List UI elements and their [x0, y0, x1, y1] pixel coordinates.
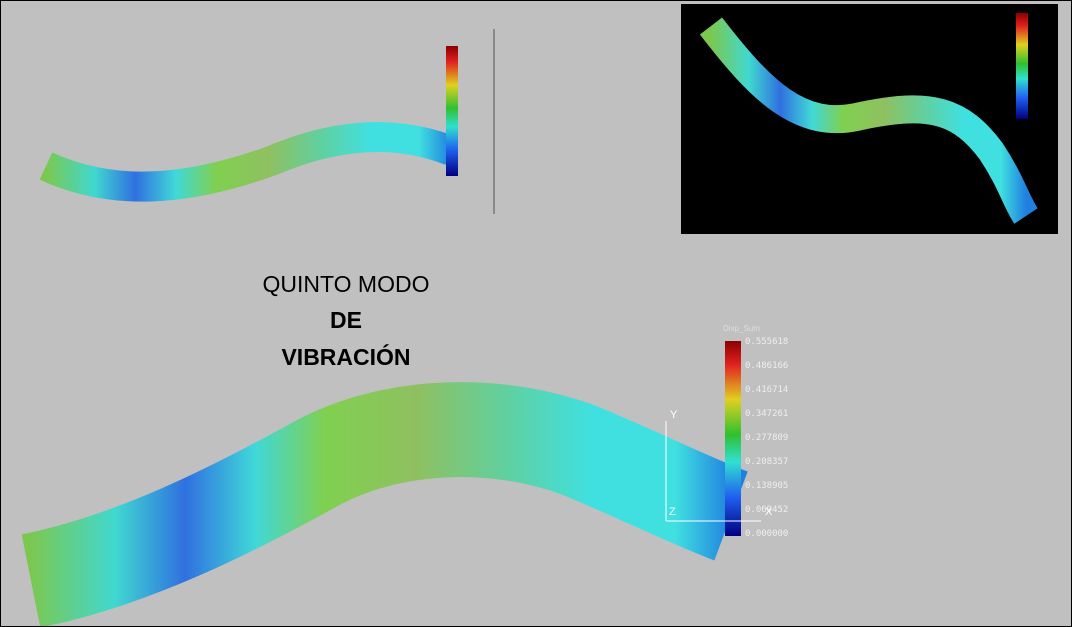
legend-label: 0.277809	[745, 433, 788, 443]
main-model	[31, 341, 761, 581]
title-line: VIBRACIÓN	[181, 344, 511, 371]
legend-title: Disp_Sum	[723, 324, 760, 333]
fea-renderings: Disp_Sum 0.555618 0.486166 0.416714 0.347261…	[1, 1, 1071, 626]
legend-label: 0.138905	[745, 481, 788, 491]
legend-label: 0.555618	[745, 337, 788, 347]
legend-label: 0.416714	[745, 385, 788, 395]
title-line: DE	[181, 307, 511, 334]
axis-label: Z	[669, 506, 676, 518]
top-right-model	[681, 4, 1058, 234]
axis-label: X	[765, 506, 773, 518]
legend-label: 0.000000	[745, 529, 788, 539]
legend-label: 0.486166	[745, 361, 788, 371]
title-line: QUINTO MODO	[181, 271, 511, 298]
slide: Disp_Sum 0.555618 0.486166 0.416714 0.347261…	[0, 0, 1072, 627]
axis-label: Y	[670, 409, 678, 421]
legend-label: 0.208357	[745, 457, 788, 467]
top-left-model	[46, 29, 494, 214]
legend-label: 0.347261	[745, 409, 788, 419]
